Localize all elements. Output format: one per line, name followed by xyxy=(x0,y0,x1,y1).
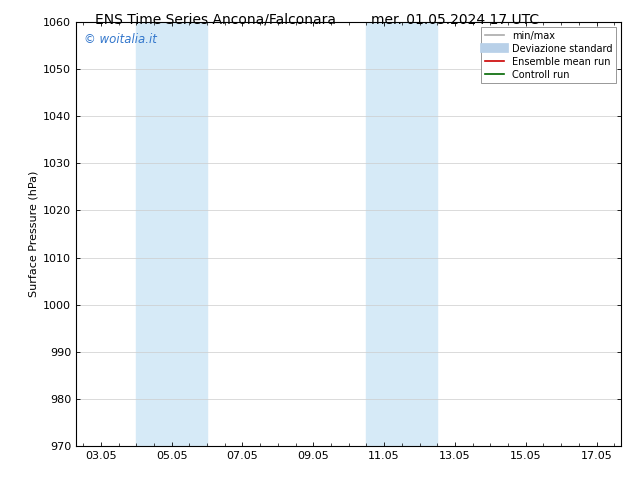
Bar xyxy=(136,22,207,446)
Legend: min/max, Deviazione standard, Ensemble mean run, Controll run: min/max, Deviazione standard, Ensemble m… xyxy=(481,27,616,83)
Text: ENS Time Series Ancona/Falconara        mer. 01.05.2024 17 UTC: ENS Time Series Ancona/Falconara mer. 01… xyxy=(95,12,539,26)
Text: © woitalia.it: © woitalia.it xyxy=(84,33,157,46)
Bar xyxy=(366,22,437,446)
Y-axis label: Surface Pressure (hPa): Surface Pressure (hPa) xyxy=(29,171,39,297)
